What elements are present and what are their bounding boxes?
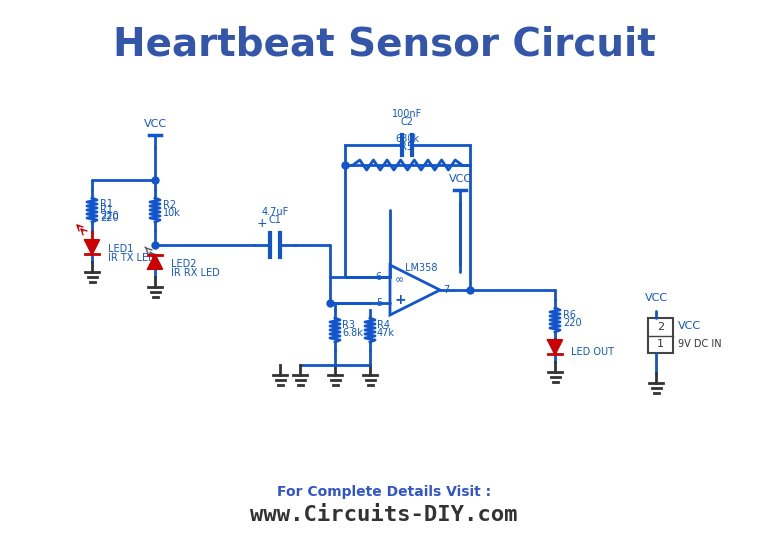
Text: LED1: LED1 [108, 244, 134, 254]
Text: www.Circuits-DIY.com: www.Circuits-DIY.com [250, 505, 518, 525]
Text: R1: R1 [100, 205, 113, 215]
Text: 4.7uF: 4.7uF [261, 207, 289, 217]
Polygon shape [85, 240, 99, 254]
Text: 6: 6 [376, 272, 382, 282]
Text: 10k: 10k [163, 208, 181, 218]
Text: 220: 220 [100, 213, 118, 223]
Text: R4: R4 [377, 320, 390, 330]
Text: LM358: LM358 [405, 263, 438, 273]
Text: IR RX LED: IR RX LED [171, 268, 220, 278]
Text: +: + [395, 293, 406, 307]
Text: VCC: VCC [678, 321, 701, 331]
Text: +: + [257, 217, 267, 230]
Text: 7: 7 [443, 285, 449, 295]
Text: 680k: 680k [395, 134, 419, 144]
Text: VCC: VCC [144, 119, 167, 129]
Text: 5: 5 [376, 298, 382, 308]
Text: ∞: ∞ [395, 275, 404, 285]
Text: 220: 220 [563, 318, 581, 328]
Text: 2: 2 [657, 322, 664, 332]
Text: For Complete Details Visit :: For Complete Details Visit : [277, 485, 491, 499]
Polygon shape [148, 255, 162, 269]
Text: 1: 1 [657, 339, 664, 349]
Text: LED2: LED2 [171, 259, 197, 269]
Text: C2: C2 [400, 117, 413, 127]
Text: VCC: VCC [644, 293, 667, 303]
Bar [648, 318, 673, 353]
Text: R1
220: R1 220 [100, 199, 118, 221]
Text: 47k: 47k [377, 328, 395, 338]
Text: VCC: VCC [449, 174, 472, 184]
Text: 100nF: 100nF [392, 109, 422, 119]
Text: LED OUT: LED OUT [571, 347, 614, 357]
Text: 9V DC IN: 9V DC IN [678, 339, 722, 349]
Text: C1: C1 [269, 215, 281, 225]
Text: 6.8k: 6.8k [342, 328, 362, 338]
Polygon shape [548, 340, 562, 354]
Text: R2: R2 [163, 200, 176, 210]
Text: R3: R3 [342, 320, 355, 330]
Text: R5: R5 [400, 142, 413, 152]
Text: IR TX LED: IR TX LED [108, 253, 156, 263]
Text: Heartbeat Sensor Circuit: Heartbeat Sensor Circuit [113, 26, 655, 64]
Text: R6: R6 [563, 310, 576, 320]
